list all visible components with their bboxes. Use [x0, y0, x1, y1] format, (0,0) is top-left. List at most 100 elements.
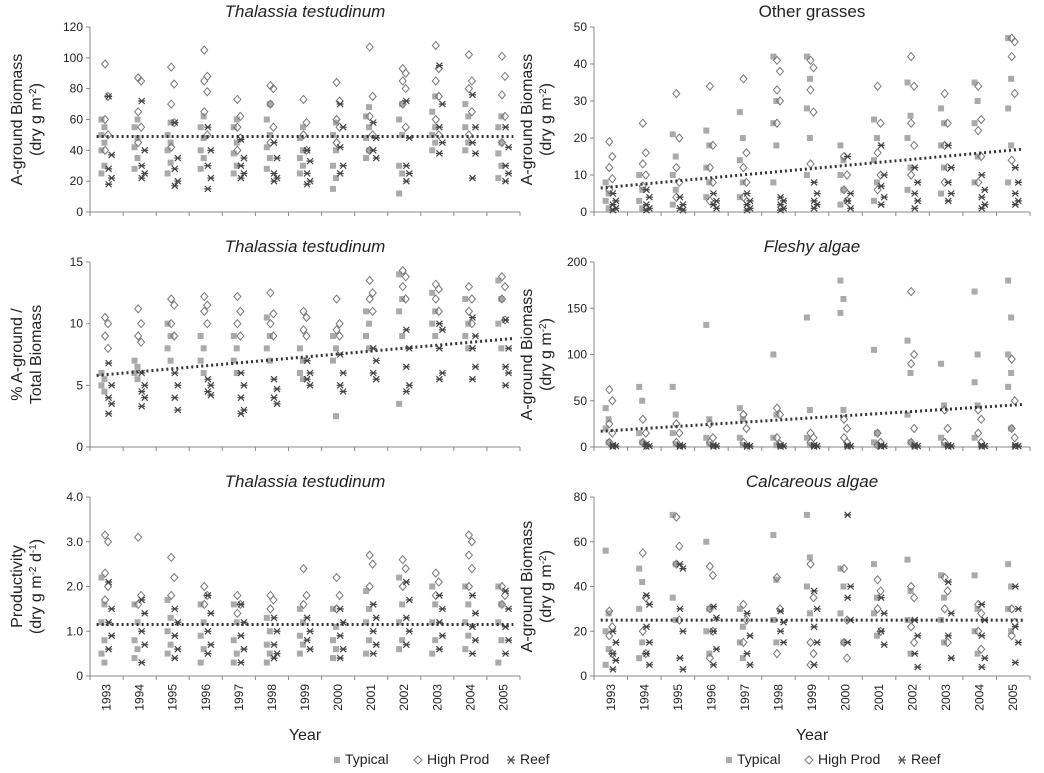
point-typical	[263, 345, 270, 352]
point-high-prod	[739, 637, 748, 648]
point-typical	[329, 185, 336, 192]
point-typical	[167, 641, 174, 648]
point-typical	[465, 632, 472, 639]
point-typical	[1008, 75, 1015, 82]
point-high-prod	[365, 581, 374, 592]
point-typical	[938, 190, 945, 197]
point-typical	[495, 659, 502, 666]
point-typical	[703, 321, 710, 328]
point-high-prod	[497, 51, 507, 62]
point-reef	[273, 400, 281, 408]
point-high-prod	[876, 586, 885, 596]
point-high-prod	[672, 162, 681, 173]
point-high-prod	[136, 318, 146, 329]
point-typical	[806, 407, 813, 413]
x-tick-label: 2002	[397, 684, 411, 711]
point-high-prod	[103, 343, 113, 354]
point-reef	[813, 190, 821, 197]
point-typical	[432, 139, 439, 146]
point-typical	[332, 147, 339, 154]
point-reef	[402, 641, 410, 649]
point-high-prod	[605, 606, 614, 616]
point-reef	[270, 641, 278, 649]
point-reef	[105, 618, 113, 626]
point-reef	[339, 123, 347, 131]
point-typical	[837, 309, 844, 316]
point-typical	[703, 194, 710, 201]
x-tick-label: 2000	[331, 684, 345, 711]
point-typical	[266, 101, 273, 108]
point-high-prod	[708, 570, 718, 581]
point-reef	[471, 363, 479, 371]
point-reef	[270, 614, 278, 622]
point-reef	[438, 605, 446, 613]
point-typical	[636, 430, 643, 437]
point-high-prod	[672, 437, 681, 448]
point-reef	[947, 609, 955, 617]
point-typical	[1008, 370, 1015, 376]
point-typical	[706, 441, 713, 448]
point-reef	[372, 614, 380, 622]
point-high-prod	[1007, 155, 1016, 165]
point-reef	[204, 162, 212, 170]
point-reef	[438, 326, 446, 334]
legend-label-typical: Typical	[345, 751, 389, 767]
point-typical	[429, 583, 436, 590]
point-typical	[462, 101, 469, 108]
point-reef	[141, 641, 149, 649]
y-axis-label: A-ground Biomass	[519, 54, 536, 186]
point-typical	[230, 601, 237, 608]
legend-marker-typical	[334, 757, 340, 763]
point-reef	[402, 614, 410, 622]
point-typical	[703, 628, 710, 635]
point-high-prod	[775, 66, 785, 77]
point-typical	[806, 554, 813, 561]
x-tick-label: 1996	[704, 684, 718, 711]
point-high-prod	[873, 604, 882, 614]
point-reef	[978, 443, 986, 450]
point-reef	[880, 609, 888, 617]
point-reef	[642, 186, 650, 194]
point-high-prod	[1010, 432, 1019, 443]
point-high-prod	[772, 572, 782, 583]
point-reef	[1011, 201, 1019, 209]
y-tick-label: 60	[70, 113, 84, 127]
point-typical	[465, 139, 472, 146]
point-typical	[605, 439, 612, 446]
point-typical	[904, 411, 911, 418]
point-reef	[405, 381, 413, 389]
point-high-prod	[638, 548, 647, 558]
point-reef	[877, 443, 885, 450]
point-reef	[612, 197, 620, 205]
point-high-prod	[497, 599, 507, 610]
x-axis-label: Year	[289, 727, 322, 744]
point-typical	[429, 289, 436, 296]
point-typical	[1005, 105, 1012, 112]
point-reef	[270, 177, 278, 185]
point-typical	[803, 434, 810, 441]
point-typical	[669, 511, 676, 518]
point-typical	[263, 314, 270, 321]
point-high-prod	[909, 423, 919, 434]
point-reef	[780, 639, 788, 646]
chart-title: Thalassia testudinum	[225, 472, 386, 491]
point-high-prod	[608, 428, 617, 438]
point-typical	[837, 172, 844, 178]
point-typical	[870, 197, 877, 204]
x-tick-label: 2001	[872, 684, 886, 711]
point-reef	[877, 182, 885, 190]
point-typical	[938, 572, 945, 579]
y-tick-label: 30	[574, 94, 588, 108]
point-reef	[944, 443, 952, 450]
point-reef	[171, 165, 179, 173]
point-typical	[1008, 314, 1015, 321]
point-typical	[736, 405, 743, 412]
point-reef	[174, 177, 182, 185]
point-high-prod	[299, 563, 308, 574]
point-typical	[131, 370, 138, 376]
point-typical	[134, 155, 141, 162]
point-typical	[399, 637, 406, 644]
point-reef	[171, 369, 179, 377]
y-tick-label: 20	[70, 174, 84, 188]
point-reef	[743, 190, 751, 197]
